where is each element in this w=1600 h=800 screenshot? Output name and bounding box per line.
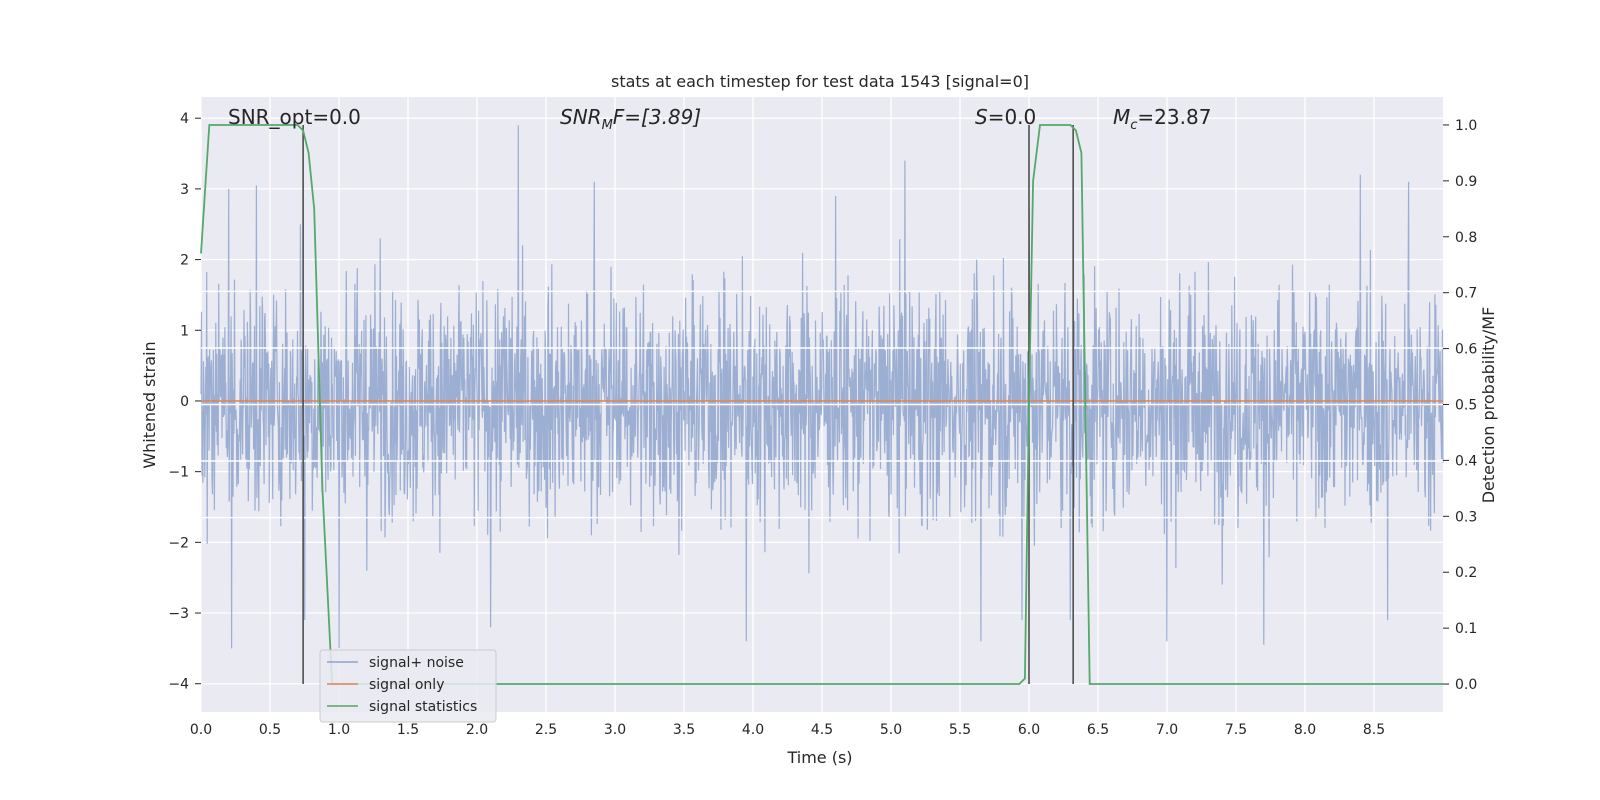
signal-noise-line <box>200 125 1444 649</box>
annotation-s-main: S <box>975 105 988 129</box>
x-tick-label: 1.5 <box>397 722 419 738</box>
annotation-snr-opt: SNR_opt=0.0 <box>228 105 361 129</box>
annotation-mc: Mc=23.87 <box>1113 105 1211 133</box>
annotation-mc-sub: c <box>1130 118 1137 133</box>
x-tick-label: 6.5 <box>1087 722 1109 738</box>
x-tick-label: 4.0 <box>742 722 764 738</box>
x-tick-label: 6.0 <box>1018 722 1040 738</box>
annotation-mc-tail: =23.87 <box>1137 105 1211 129</box>
annotation-s-tail: =0.0 <box>988 105 1037 129</box>
y-tick-label: −2 <box>168 535 189 551</box>
x-tick-label: 5.5 <box>949 722 971 738</box>
signal-statistics-series <box>200 124 1443 685</box>
y2-tick-label: 1.0 <box>1455 118 1477 134</box>
x-tick-label: 4.5 <box>811 722 833 738</box>
annotation-snr-mf-sub: M <box>602 118 613 133</box>
annotation-mc-main: M <box>1113 105 1130 129</box>
y-tick-label: 3 <box>180 182 189 198</box>
y2-tick-label: 0.2 <box>1455 565 1477 581</box>
x-tick-label: 7.0 <box>1156 722 1178 738</box>
y-axis-label: Whitened strain <box>140 341 159 468</box>
y-tick-label: 0 <box>180 394 189 410</box>
y2-tick-label: 0.9 <box>1455 174 1477 190</box>
y-axis-ticks: 4 3 2 1 0 −1 −2 −3 −4 <box>168 111 201 693</box>
y2-axis-ticks: 1.0 0.9 0.8 0.7 0.6 0.5 0.4 0.3 0.2 0.1 0.0 <box>1443 118 1477 693</box>
annotation-snr-mf-main: SNR <box>560 105 602 129</box>
y2-tick-label: 0.8 <box>1455 230 1477 246</box>
x-tick-label: 2.0 <box>466 722 488 738</box>
legend-label-signal-noise: signal+ noise <box>369 655 464 671</box>
annotation-snr-mf-tail: F=[3.89] <box>613 105 701 129</box>
x-tick-label: 8.5 <box>1363 722 1385 738</box>
y2-tick-label: 0.5 <box>1455 398 1477 414</box>
y2-tick-label: 0.7 <box>1455 286 1477 302</box>
white-reference-lines <box>201 290 1443 519</box>
x-tick-label: 5.0 <box>880 722 902 738</box>
x-tick-label: 2.5 <box>535 722 557 738</box>
x-tick-label: 0.5 <box>259 722 281 738</box>
y2-tick-label: 0.4 <box>1455 453 1477 469</box>
x-tick-label: 3.0 <box>604 722 626 738</box>
y2-axis-label: Detection probability/MF <box>1479 307 1498 504</box>
x-tick-label: 7.5 <box>1225 722 1247 738</box>
y2-tick-label: 0.3 <box>1455 509 1477 525</box>
x-axis-ticks: 0.0 0.5 1.0 1.5 2.0 2.5 3.0 3.5 4.0 4.5 5.0 5.5 6.0 6… <box>190 722 1385 738</box>
x-tick-label: 0.0 <box>190 722 212 738</box>
legend-label-signal-statistics: signal statistics <box>369 699 477 715</box>
y2-tick-label: 0.6 <box>1455 342 1477 358</box>
y-tick-label: −4 <box>168 677 189 693</box>
signal-statistics-line <box>200 124 1443 685</box>
legend: signal+ noise signal only signal statist… <box>319 649 497 723</box>
legend-box <box>319 649 497 723</box>
x-axis-label: Time (s) <box>786 748 852 767</box>
y2-tick-label: 0.0 <box>1455 677 1477 693</box>
chart-title: stats at each timestep for test data 154… <box>611 72 1029 91</box>
annotation-s: S=0.0 <box>975 105 1036 129</box>
annotation-snr-mf: SNRMF=[3.89] <box>560 105 701 133</box>
x-tick-label: 1.0 <box>328 722 350 738</box>
y-tick-label: −1 <box>168 465 189 481</box>
y-tick-label: −3 <box>168 606 189 622</box>
y2-tick-label: 0.1 <box>1455 621 1477 637</box>
y-tick-label: 1 <box>180 323 189 339</box>
y-tick-label: 2 <box>180 253 189 269</box>
legend-label-signal-only: signal only <box>369 677 444 693</box>
x-tick-label: 3.5 <box>673 722 695 738</box>
signal-noise-series <box>200 125 1444 649</box>
y-tick-label: 4 <box>180 111 189 127</box>
x-tick-label: 8.0 <box>1294 722 1316 738</box>
